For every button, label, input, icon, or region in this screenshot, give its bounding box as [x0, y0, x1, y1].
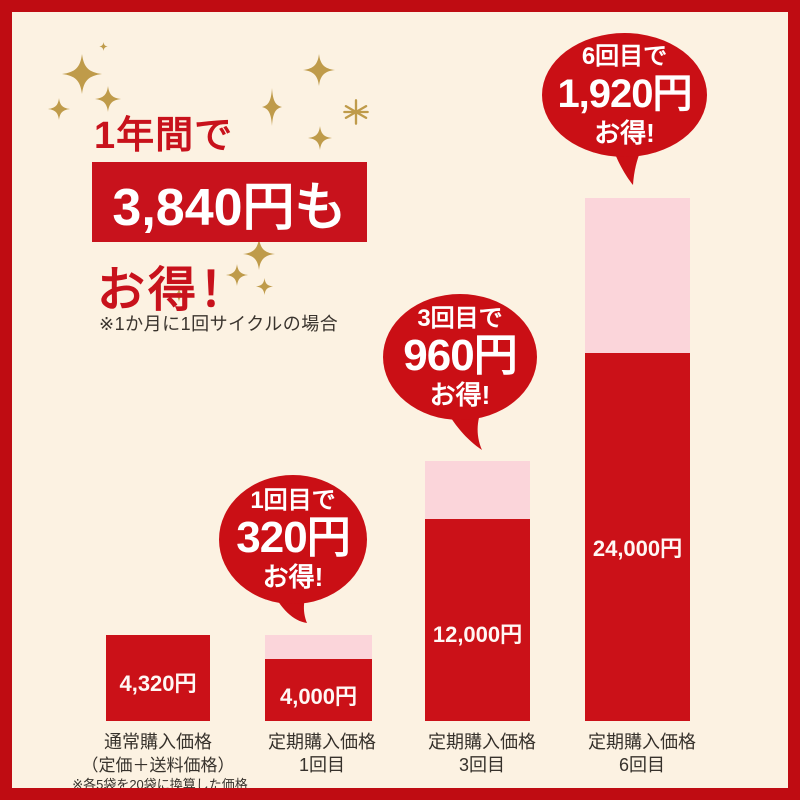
bar-red-segment [425, 519, 530, 721]
sparkle-icon [172, 288, 186, 302]
bubble-text: 3回目で 960円 お得! [383, 294, 537, 420]
bar-subscription-1 [265, 635, 372, 721]
bubble-line2: お得! [262, 562, 324, 592]
sparkle-icon [48, 98, 70, 120]
bubble-line1: 6回目で [581, 42, 668, 70]
axis-label-normal-price: 通常購入価格 （定価＋送料価格） [76, 731, 240, 777]
bar-red-segment [585, 353, 690, 721]
axis-label-line2: 1回目 [298, 755, 345, 775]
axis-label-line2: 3回目 [458, 755, 505, 775]
axis-label-line1: 定期購入価格 [588, 732, 696, 752]
cycle-note: ※1か月に1回サイクルの場合 [99, 314, 339, 334]
sparkle-burst-icon [343, 99, 369, 125]
axis-label-line1: 定期購入価格 [268, 732, 376, 752]
savings-cap [265, 635, 372, 659]
bubble-line2: お得! [594, 117, 655, 148]
sparkle-icon [308, 126, 332, 150]
bar-value-label: 12,000円 [432, 622, 523, 647]
axis-label-subscription-1: 定期購入価格 1回目 [240, 731, 404, 777]
headline-line1: 1年間で [94, 115, 234, 157]
bubble-amount: 1,920円 [557, 71, 692, 116]
axis-label-subscription-3: 定期購入価格 3回目 [400, 731, 564, 777]
bubble-amount: 320円 [236, 513, 350, 562]
bubble-line2: お得! [429, 379, 491, 410]
bar-value-label: 4,320円 [119, 671, 197, 696]
sparkle-icon [303, 54, 335, 86]
axis-label-line1: 定期購入価格 [428, 732, 536, 752]
bar-value-label: 24,000円 [592, 536, 683, 561]
savings-bubble-3: 3回目で 960円 お得! [383, 294, 537, 452]
axis-label-line2: （定価＋送料価格） [81, 756, 235, 775]
bubble-line1: 3回目で [417, 304, 503, 332]
savings-cap [425, 461, 530, 519]
headline-line2: お得！ [97, 264, 251, 317]
bar-normal-price [106, 635, 210, 721]
bar-value-label: 4,000円 [279, 684, 358, 709]
speech-bubble-shape [219, 475, 367, 623]
bubble-text: 1回目で 320円 お得! [219, 475, 367, 604]
sparkle-icon [62, 54, 102, 94]
sparkle-icon [95, 86, 121, 112]
bubble-text: 6回目で 1,920円 お得! [542, 33, 707, 157]
axis-label-line1: 通常購入価格 [104, 732, 212, 752]
sparkle-icon [256, 278, 273, 295]
bubble-line1: 1回目で [250, 487, 336, 514]
sparkle-icon [99, 42, 108, 51]
savings-bubble-1: 1回目で 320円 お得! [219, 475, 367, 630]
bar-subscription-3 [425, 461, 530, 721]
savings-cap [585, 198, 690, 353]
savings-bubble-6: 6回目で 1,920円 お得! [542, 33, 707, 187]
bar-red-segment [265, 659, 372, 721]
bar-subscription-6 [585, 198, 690, 721]
headline-amount: 3,840円も [112, 178, 347, 237]
headline-highlight-box: 3,840円も [92, 162, 367, 242]
sparkle-icon [243, 238, 275, 270]
conversion-footnote: ※各5袋を20袋に換算した価格 [72, 777, 248, 792]
speech-bubble-shape [383, 294, 537, 450]
sparkle-icon [262, 88, 282, 126]
sparkle-icon [226, 264, 248, 286]
speech-bubble-shape [542, 33, 707, 185]
axis-label-subscription-6: 定期購入価格 6回目 [560, 731, 724, 777]
bubble-amount: 960円 [403, 330, 517, 380]
bar-red-segment [106, 635, 210, 721]
axis-label-line2: 6回目 [618, 755, 665, 775]
